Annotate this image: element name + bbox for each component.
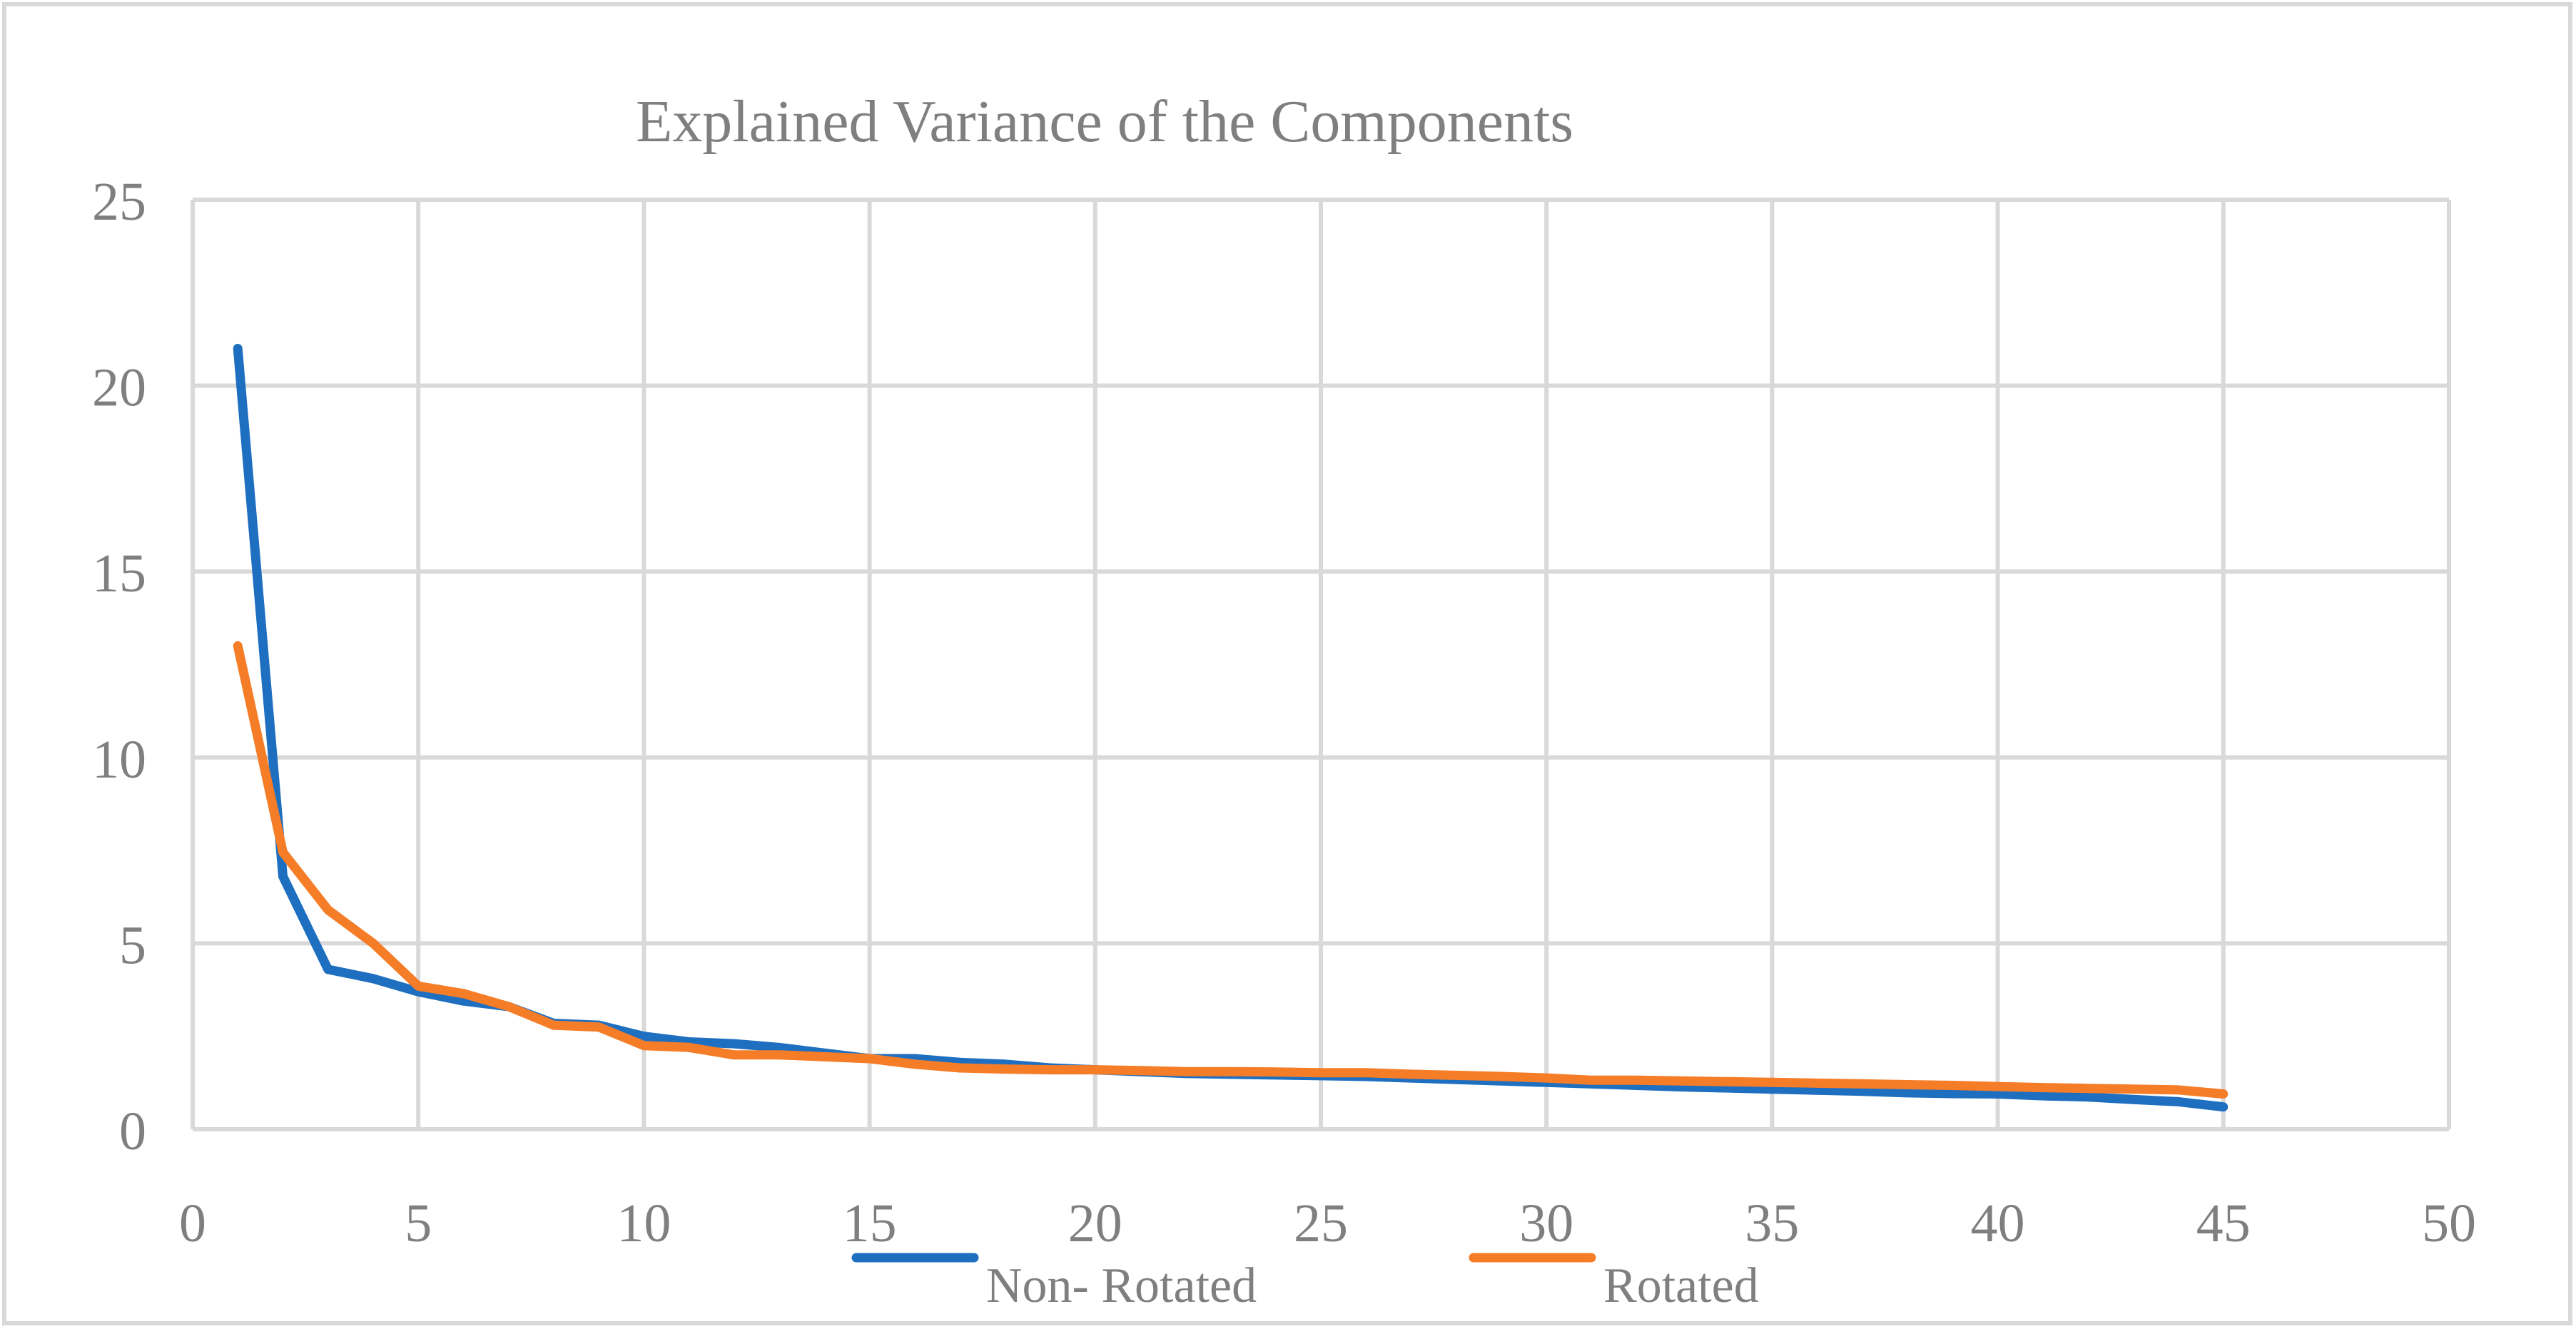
x-tick-label: 0 [179, 1193, 206, 1253]
x-tick-label: 5 [405, 1193, 432, 1253]
y-tick-label: 20 [92, 358, 146, 418]
x-tick-label: 20 [1068, 1193, 1122, 1253]
chart-title: Explained Variance of the Components [636, 88, 1573, 155]
x-tick-label: 40 [1971, 1193, 2025, 1253]
axes: 0 5 10 15 20 25 0 5 10 15 20 25 30 35 40 45 50 [92, 172, 2476, 1253]
y-tick-label: 10 [92, 730, 146, 790]
series-line-rotated [233, 641, 2228, 1099]
x-tick-label: 50 [2422, 1193, 2476, 1253]
y-tick-label: 25 [92, 172, 146, 232]
legend: Non- Rotated Rotated [851, 1253, 1759, 1313]
y-tick-label: 0 [119, 1101, 146, 1161]
x-tick-label: 35 [1745, 1193, 1799, 1253]
grid [191, 198, 2451, 1131]
x-tick-label: 30 [1519, 1193, 1573, 1253]
x-tick-label: 15 [843, 1193, 897, 1253]
legend-label: Non- Rotated [986, 1258, 1257, 1313]
series-lines [233, 344, 2228, 1112]
legend-label: Rotated [1603, 1258, 1759, 1313]
y-tick-label: 15 [92, 544, 146, 604]
x-tick-label: 10 [617, 1193, 671, 1253]
y-tick-label: 5 [119, 915, 146, 975]
x-tick-label: 45 [2196, 1193, 2251, 1253]
x-tick-label: 25 [1294, 1193, 1348, 1253]
